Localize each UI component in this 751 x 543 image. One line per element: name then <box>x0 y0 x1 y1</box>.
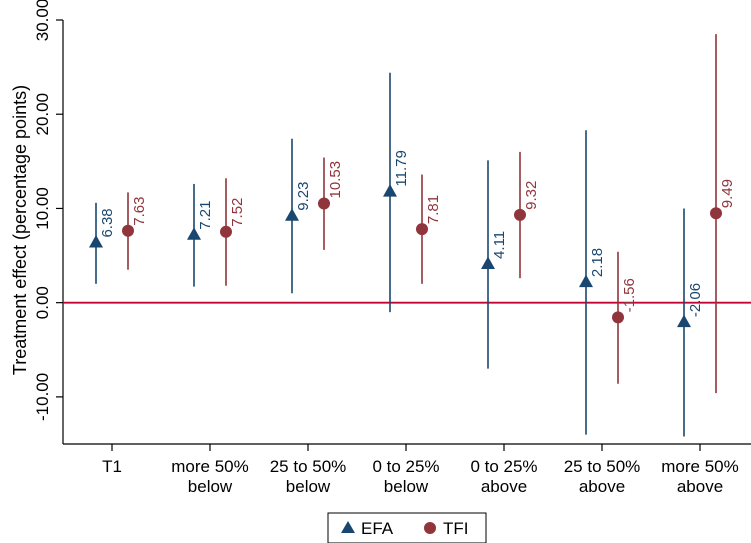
series-layer: 6.38 7.21 9.23 11.79 4.11 2.18 -2.06 7.63 7.52 10… <box>89 34 736 437</box>
y-tick-label: 30.00 <box>33 0 52 41</box>
data-label: -2.06 <box>687 283 704 317</box>
y-axis-title: Treatment effect (percentage points) <box>10 85 30 375</box>
x-tick-label: more 50% <box>661 457 738 476</box>
data-point-circle <box>318 197 330 210</box>
x-tick-label: below <box>188 477 233 496</box>
x-tick-label: more 50% <box>171 457 248 476</box>
data-label: 11.79 <box>393 150 410 186</box>
x-tick-label: above <box>579 477 625 496</box>
data-label: 9.32 <box>523 181 540 210</box>
x-tick-label: T1 <box>102 457 122 476</box>
x-tick-label: below <box>384 477 429 496</box>
data-point-circle <box>612 311 624 324</box>
legend-circle-icon <box>424 522 436 534</box>
y-tick-label: -10.00 <box>33 373 52 421</box>
data-point-triangle <box>481 256 495 269</box>
data-point-circle <box>416 223 428 236</box>
data-label: 9.23 <box>295 181 312 210</box>
data-point-circle <box>122 224 134 237</box>
data-label: 4.11 <box>491 231 508 259</box>
data-point-triangle <box>579 274 593 288</box>
legend-label-efa: EFA <box>361 519 394 538</box>
data-label: 7.21 <box>197 201 214 230</box>
x-tick-label: above <box>677 477 723 496</box>
x-tick-label: 25 to 50% <box>564 457 641 476</box>
x-tick-label: above <box>481 477 527 496</box>
data-point-circle <box>220 225 232 238</box>
legend-label-tfi: TFI <box>443 519 469 538</box>
y-tick-label: 10.00 <box>33 187 52 230</box>
legend-triangle-icon <box>341 521 355 533</box>
data-point-triangle <box>187 227 201 240</box>
legend: EFA TFI <box>327 512 487 543</box>
data-label: 7.81 <box>425 195 442 224</box>
series-efa: 6.38 7.21 9.23 11.79 4.11 2.18 -2.06 <box>89 72 704 437</box>
data-point-triangle <box>285 208 299 221</box>
x-tick-label: 25 to 50% <box>270 457 347 476</box>
y-axis: -10.00 0.00 10.00 20.00 30.00 <box>33 0 64 444</box>
y-tick-label: 20.00 <box>33 93 52 136</box>
data-label: 2.18 <box>589 248 606 277</box>
series-tfi: 7.63 7.52 10.53 7.81 9.32 -1.56 9.49 <box>122 34 736 394</box>
legend-box <box>327 512 487 543</box>
data-label: 10.53 <box>327 161 344 199</box>
data-point-triangle <box>677 314 691 328</box>
data-label: -1.56 <box>621 278 638 312</box>
data-point-triangle <box>383 184 397 197</box>
x-tick-label: 0 to 25% <box>470 457 537 476</box>
y-tick-label: 0.00 <box>33 286 52 319</box>
data-label: 9.49 <box>719 179 736 208</box>
data-point-circle <box>514 208 526 221</box>
x-tick-label: below <box>286 477 331 496</box>
data-label: 7.63 <box>131 197 148 226</box>
data-point-triangle <box>89 235 103 248</box>
x-tick-label: 0 to 25% <box>372 457 439 476</box>
data-point-circle <box>710 207 722 220</box>
data-label: 7.52 <box>229 198 246 227</box>
data-label: 6.38 <box>99 208 116 237</box>
